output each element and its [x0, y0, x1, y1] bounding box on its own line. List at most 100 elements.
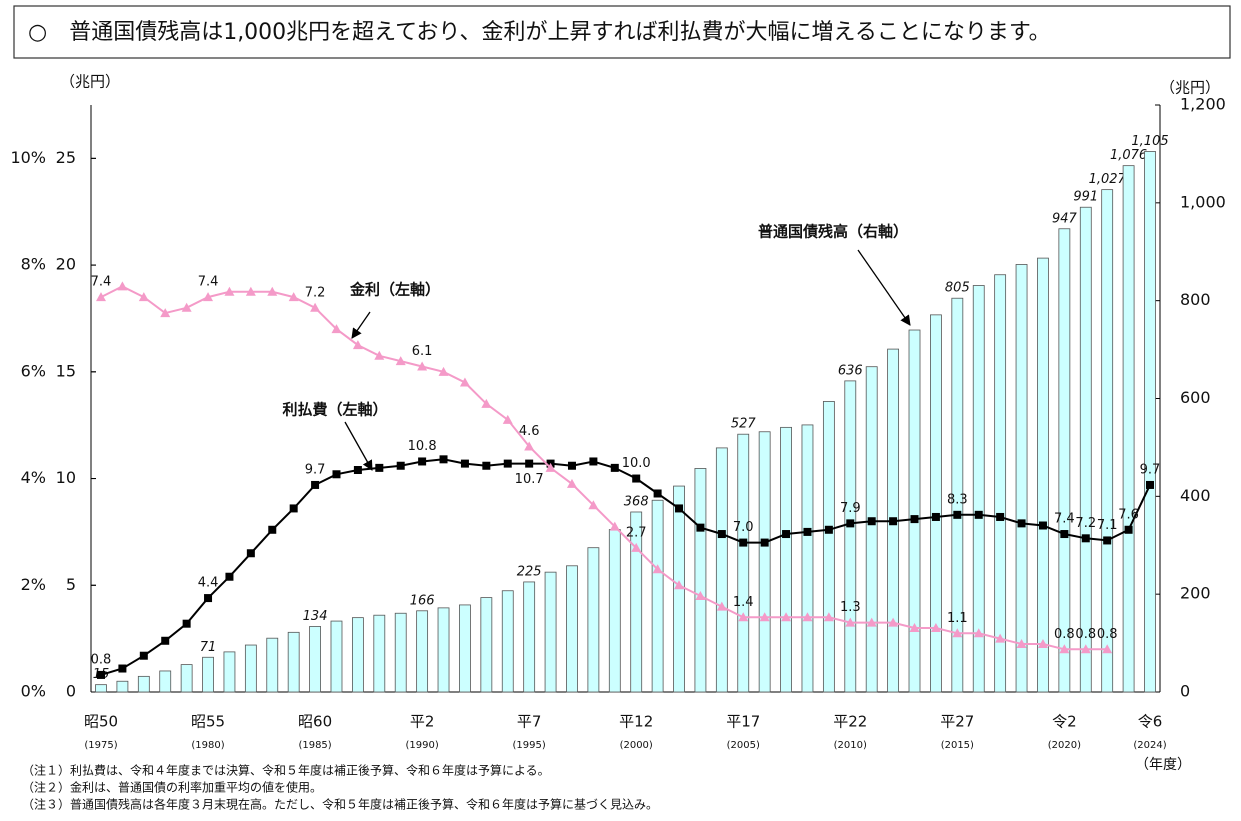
marker: [225, 572, 234, 581]
bar: [501, 590, 514, 693]
x-tick-label: 令6: [1138, 713, 1163, 731]
bar: [244, 644, 257, 693]
marker: [1124, 525, 1133, 534]
bar: [309, 626, 321, 693]
x-tick-sublabel: (1995): [513, 740, 546, 751]
bar: [351, 617, 364, 693]
marker: [545, 462, 556, 472]
annotation: 利払費（左軸）: [282, 401, 387, 419]
marker: [139, 651, 148, 660]
bar-label: 134: [303, 609, 328, 624]
marker: [824, 525, 833, 534]
marker: [717, 530, 726, 539]
bar: [587, 547, 600, 693]
marker: [267, 286, 278, 296]
marker: [482, 461, 491, 470]
marker: [118, 664, 127, 673]
marker: [888, 617, 899, 627]
y3ticks-label: 2%: [21, 575, 46, 594]
bar: [651, 499, 664, 693]
marker: [567, 461, 576, 470]
arrow: [857, 249, 911, 326]
data-label: 0.8: [1075, 627, 1096, 642]
x-tick-label: 平17: [726, 713, 760, 731]
bar: [95, 684, 107, 693]
y2ticks-label: 600: [1180, 388, 1211, 407]
y3ticks-label: 6%: [21, 361, 46, 380]
marker: [459, 377, 470, 387]
bar: [994, 274, 1007, 693]
marker: [97, 670, 105, 679]
marker: [181, 302, 192, 312]
data-label: 7.4: [1054, 512, 1075, 527]
bar-label: 1,027: [1089, 172, 1127, 187]
marker: [138, 292, 149, 302]
marker: [438, 366, 449, 376]
marker: [652, 564, 663, 574]
marker: [1103, 536, 1112, 545]
marker: [952, 628, 963, 638]
marker: [288, 292, 299, 302]
y3ticks-label: 10%: [10, 148, 46, 167]
bar-label: 1,076: [1110, 148, 1147, 163]
bar: [116, 680, 129, 693]
marker: [632, 474, 641, 483]
x-tick-label: 昭50: [84, 713, 118, 731]
data-label: 7.4: [198, 275, 219, 290]
marker: [1080, 644, 1091, 654]
marker: [674, 580, 685, 590]
data-label: 7.4: [91, 275, 112, 290]
x-tick-label: 令2: [1052, 713, 1077, 731]
bar-label: 225: [517, 564, 542, 579]
marker: [588, 500, 599, 510]
marker: [224, 286, 235, 296]
x-tick-sublabel: (1975): [84, 740, 117, 751]
line: [100, 285, 1108, 651]
bar: [287, 631, 300, 693]
x-tick-sublabel: (1985): [298, 740, 331, 751]
marker: [502, 414, 513, 424]
marker: [160, 308, 171, 318]
bar: [972, 285, 985, 693]
marker: [311, 480, 320, 489]
marker: [759, 612, 770, 622]
marker: [246, 549, 255, 558]
yticks-label: 15: [56, 361, 76, 380]
marker: [995, 633, 1006, 643]
data-label: 7.0: [733, 520, 754, 535]
bar: [694, 468, 707, 693]
data-label: 1.4: [733, 595, 754, 610]
marker: [589, 457, 598, 466]
marker: [889, 517, 898, 526]
marker: [182, 619, 191, 628]
y2-unit: （兆円）: [1160, 79, 1220, 97]
data-label: 10.8: [408, 439, 437, 454]
bar-label: 368: [624, 494, 649, 509]
yticks-label: 20: [56, 255, 76, 274]
marker: [268, 525, 277, 534]
bar: [223, 651, 236, 693]
bar: [523, 581, 536, 693]
bar: [822, 401, 835, 693]
bar: [373, 614, 386, 693]
marker: [1016, 638, 1027, 648]
note: （注２）金利は、普通国債の利率加重平均の値を使用。: [22, 780, 322, 795]
marker: [566, 478, 577, 488]
data-label: 7.2: [1075, 516, 1096, 531]
marker: [653, 489, 662, 498]
bar-label: 636: [838, 363, 863, 378]
marker: [760, 538, 769, 547]
x-tick-label: 平7: [517, 713, 542, 731]
marker: [931, 512, 940, 521]
bar: [180, 664, 193, 693]
bar: [737, 433, 750, 693]
marker: [245, 286, 256, 296]
data-label: 4.4: [198, 576, 219, 591]
marker: [353, 466, 362, 475]
bar: [608, 529, 621, 693]
marker: [1059, 644, 1070, 654]
bar: [930, 314, 942, 693]
marker: [332, 470, 341, 479]
data-label: 2.7: [626, 525, 647, 540]
bar: [865, 366, 878, 693]
